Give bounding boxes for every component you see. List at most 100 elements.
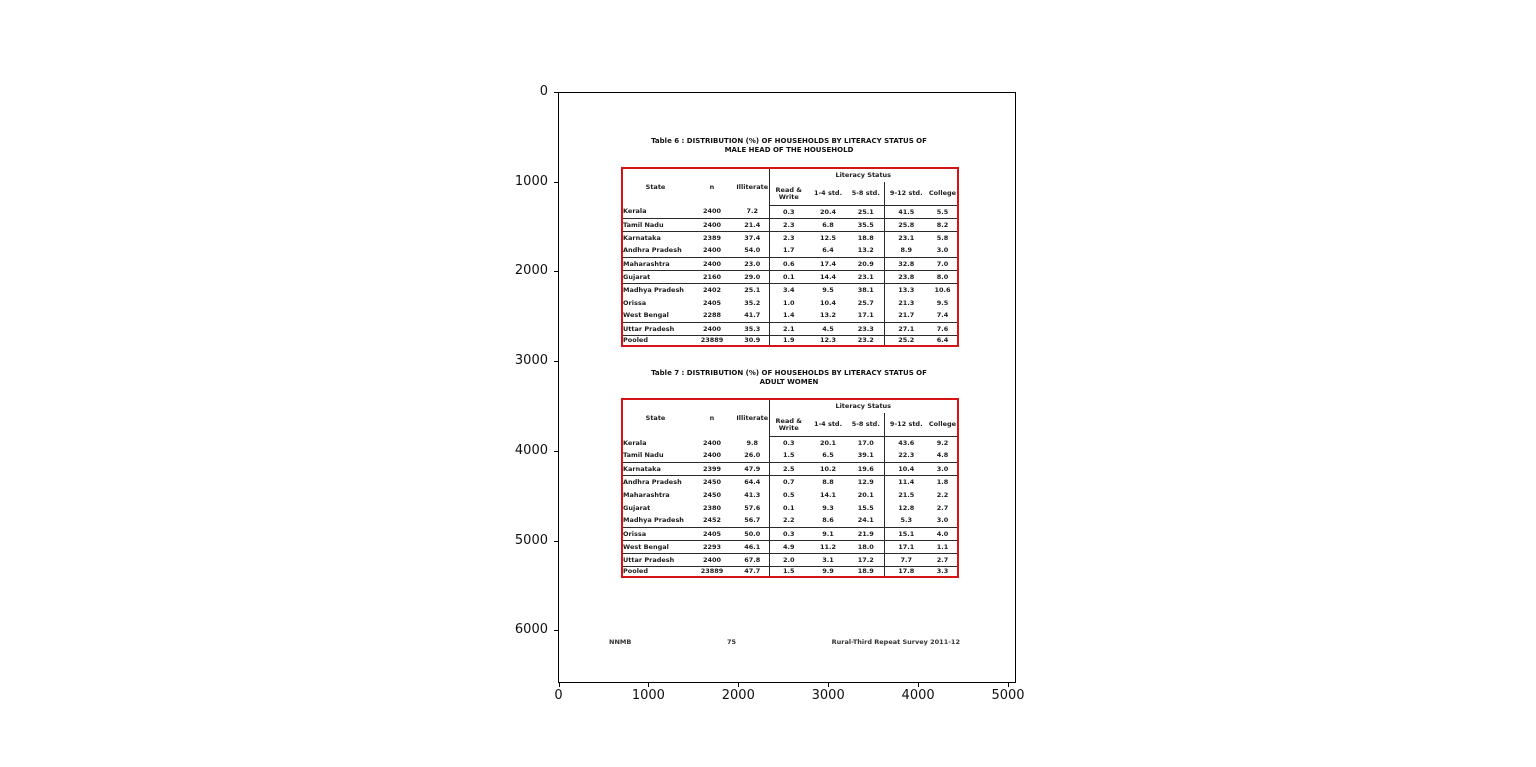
- value-cell: 35.5: [848, 218, 884, 232]
- column-header-illiterate: Illiterate: [736, 413, 769, 422]
- value-cell: 0.5: [768, 488, 808, 502]
- value-cell: 4.5: [808, 322, 848, 336]
- column-header: College: [928, 413, 958, 437]
- value-cell: 2.3: [768, 231, 808, 245]
- value-cell: 21.7: [883, 309, 928, 323]
- page-footer: NNMB 75 Rural-Third Repeat Survey 2011-1…: [609, 638, 960, 646]
- value-cell: 57.6: [744, 503, 761, 512]
- y-axis-tick: [554, 630, 558, 632]
- x-axis-tick: [648, 683, 650, 687]
- state-cell: Madhya Pradesh: [622, 514, 688, 528]
- value-cell: 47.7: [736, 566, 769, 577]
- value-cell: 2400: [688, 218, 736, 232]
- table7-title-line2: ADULT WOMEN: [759, 378, 819, 386]
- x-tick-label: 5000: [991, 688, 1025, 703]
- value-cell: 8.0: [928, 270, 958, 284]
- value-cell: 10.2: [808, 462, 848, 476]
- value-cell: 12.9: [857, 477, 874, 486]
- value-cell: 3.4: [768, 283, 808, 297]
- value-cell: 2450: [702, 477, 722, 486]
- table-row: Uttar Pradesh 2400 67.8 2.0 3.1 17.2 7.7 2.7: [622, 553, 958, 567]
- table6-title: Table 6 : DISTRIBUTION (%) OF HOUSEHOLDS…: [601, 137, 977, 155]
- table-row: Andhra Pradesh 2450 64.4 0.7 8.8 12.9 11.4 1.8: [622, 475, 958, 489]
- table7-title-line1: Table 7 : DISTRIBUTION (%) OF HOUSEHOLDS…: [651, 369, 927, 377]
- value-cell: 5.3: [883, 514, 928, 528]
- value-cell: 21.9: [848, 527, 884, 541]
- x-tick-label: 0: [554, 688, 563, 703]
- state-cell: Maharashtra: [622, 257, 688, 271]
- state-cell: Karnataka: [622, 462, 688, 476]
- table-row: Madhya Pradesh 2402 25.1 3.4 9.5 38.1 13.3 10.6: [622, 283, 958, 297]
- footer-org: NNMB: [609, 638, 632, 646]
- value-cell: 2400: [688, 257, 736, 271]
- table-row: Kerala 2400 7.2 0.3 20.4 25.1 41.5 5.5: [622, 205, 958, 219]
- x-axis-tick: [828, 683, 830, 687]
- state-cell: Maharashtra: [623, 490, 670, 499]
- value-cell: 4.9: [768, 540, 808, 554]
- value-cell: 18.0: [848, 540, 884, 554]
- value-cell: 1.4: [768, 309, 808, 323]
- value-cell: 2.3: [768, 218, 808, 232]
- value-cell: 9.9: [808, 566, 848, 577]
- x-tick-label: 1000: [631, 688, 665, 703]
- y-axis-tick: [554, 540, 558, 542]
- value-cell: 2405: [702, 298, 722, 307]
- y-axis-tick: [554, 92, 558, 93]
- value-cell: 2.7: [936, 503, 949, 512]
- value-cell: 2.0: [768, 553, 808, 567]
- value-cell: 25.7: [857, 298, 874, 307]
- value-cell: 12.8: [883, 501, 928, 515]
- group-header-literacy-status: Literacy Status: [768, 168, 958, 182]
- value-cell: 2288: [688, 309, 736, 323]
- value-cell: 19.6: [848, 462, 884, 476]
- value-cell: 3.0: [928, 462, 958, 476]
- state-cell: Kerala: [623, 438, 647, 447]
- column-header: 5-8 std.: [848, 413, 884, 437]
- value-cell: 6.8: [808, 218, 848, 232]
- state-cell: Uttar Pradesh: [622, 322, 688, 336]
- value-cell: 0.1: [768, 270, 808, 284]
- value-cell: 23889: [688, 566, 736, 577]
- value-cell: 2.2: [936, 490, 949, 499]
- value-cell: 30.9: [736, 335, 769, 346]
- value-cell: 1.1: [928, 540, 958, 554]
- x-axis-tick: [1008, 683, 1009, 687]
- column-header: 9-12 std.: [883, 413, 928, 437]
- value-cell: 3.0: [928, 514, 958, 528]
- y-tick-label: 1000: [514, 173, 548, 189]
- value-cell: 1.7: [768, 244, 808, 258]
- value-cell: 23.0: [736, 257, 769, 271]
- x-tick-label: 2000: [721, 688, 755, 703]
- y-tick-label: 5000: [514, 532, 548, 548]
- value-cell: 6.5: [808, 449, 848, 463]
- state-cell: Tamil Nadu: [622, 218, 688, 232]
- value-cell: 13.2: [808, 309, 848, 323]
- state-cell: Pooled: [622, 566, 688, 577]
- value-cell: 46.1: [736, 540, 769, 554]
- column-header: Read & Write: [768, 413, 808, 437]
- state-cell: West Bengal: [622, 540, 688, 554]
- column-header-state: State: [645, 182, 666, 191]
- value-cell: 2400: [688, 449, 736, 463]
- y-axis-tick: [554, 450, 558, 452]
- value-cell: 2400: [688, 205, 736, 219]
- table-row: Gujarat 2380 57.6 0.1 9.3 15.5 12.8 2.7: [622, 501, 958, 515]
- value-cell: 0.1: [768, 501, 808, 515]
- value-cell: 0.3: [768, 205, 808, 219]
- table6-box: State n Illiterate Literacy Status Read & Wr…: [621, 167, 959, 347]
- value-cell: 37.4: [744, 233, 761, 242]
- literacy-table-male-head: State n Illiterate Literacy Status Read & Wr…: [621, 167, 959, 347]
- value-cell: 9.1: [808, 527, 848, 541]
- state-cell: Andhra Pradesh: [622, 244, 688, 258]
- value-cell: 2400: [688, 553, 736, 567]
- value-cell: 35.3: [736, 322, 769, 336]
- table-row: Orissa 2405 35.2 1.0 10.4 25.7 21.3 9.5: [622, 296, 958, 310]
- table-row: Andhra Pradesh 2400 54.0 1.7 6.4 13.2 8.9 3.0: [622, 244, 958, 258]
- value-cell: 9.5: [936, 298, 949, 307]
- value-cell: 8.8: [822, 477, 834, 486]
- value-cell: 9.8: [746, 438, 758, 447]
- x-tick-label: 4000: [901, 688, 935, 703]
- footer-page-number: 75: [726, 638, 736, 646]
- value-cell: 20.1: [819, 438, 837, 447]
- value-cell: 2293: [688, 540, 736, 554]
